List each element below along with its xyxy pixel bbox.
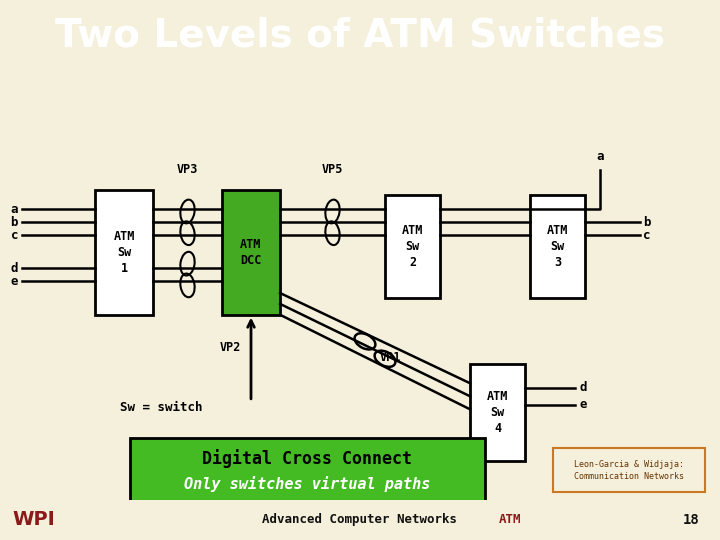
Text: VP5: VP5 [322,163,343,176]
Text: ATM
Sw
4: ATM Sw 4 [487,390,508,435]
Text: 18: 18 [683,513,700,526]
Text: e: e [579,399,587,411]
Text: Two Levels of ATM Switches: Two Levels of ATM Switches [55,16,665,54]
Text: WPI: WPI [12,510,55,529]
Bar [470,363,525,462]
Text: VP2: VP2 [220,341,241,354]
Text: Advanced Computer Networks: Advanced Computer Networks [263,513,457,526]
Bar [385,195,440,299]
Text: b: b [643,216,650,229]
Text: Digital Cross Connect: Digital Cross Connect [202,449,412,468]
Text: a: a [596,150,604,163]
Text: e: e [11,274,18,287]
Text: d: d [579,381,587,394]
Text: VP1: VP1 [379,350,401,363]
FancyBboxPatch shape [553,448,705,492]
Bar [130,437,485,503]
Text: ATM: ATM [499,513,521,526]
Text: b: b [11,216,18,229]
Text: ATM
Sw
3: ATM Sw 3 [546,224,568,269]
Text: VP3: VP3 [177,163,198,176]
Text: Sw = switch: Sw = switch [120,401,202,414]
Bar [95,190,153,315]
Text: a: a [11,203,18,216]
Text: c: c [643,229,650,242]
Bar [530,195,585,299]
Text: ATM
Sw
2: ATM Sw 2 [402,224,423,269]
Text: d: d [11,261,18,274]
Text: ATM
DCC: ATM DCC [240,238,261,267]
Text: ATM
Sw
1: ATM Sw 1 [113,230,135,275]
Text: Leon-Garcia & Widjaja:
Communication Networks: Leon-Garcia & Widjaja: Communication Net… [574,460,684,481]
Bar [222,190,280,315]
Text: c: c [11,229,18,242]
Text: Only switches virtual paths: Only switches virtual paths [184,476,430,492]
